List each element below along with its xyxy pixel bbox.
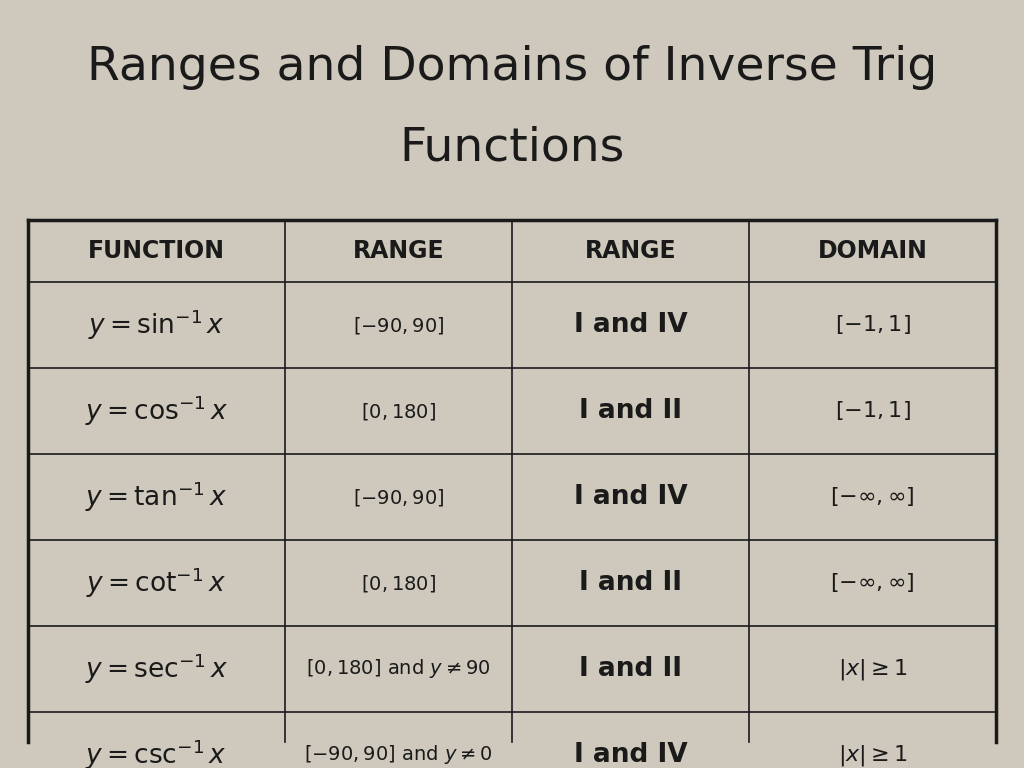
Text: FUNCTION: FUNCTION bbox=[88, 239, 224, 263]
Text: I and II: I and II bbox=[580, 656, 682, 682]
Text: I and IV: I and IV bbox=[573, 484, 687, 510]
Text: $y = \cos^{-1} x$: $y = \cos^{-1} x$ bbox=[85, 394, 228, 429]
Text: I and II: I and II bbox=[580, 570, 682, 596]
Bar bbox=[28, 220, 996, 742]
Text: $y = \sin^{-1} x$: $y = \sin^{-1} x$ bbox=[88, 308, 224, 343]
Text: DOMAIN: DOMAIN bbox=[817, 239, 928, 263]
Text: RANGE: RANGE bbox=[352, 239, 444, 263]
Text: $y = \cot^{-1} x$: $y = \cot^{-1} x$ bbox=[86, 566, 226, 601]
Text: $[-1,1]$: $[-1,1]$ bbox=[835, 399, 910, 422]
Text: $[0,180]$ and $y\neq 90$: $[0,180]$ and $y\neq 90$ bbox=[306, 657, 490, 680]
Text: $[-\infty, \infty]$: $[-\infty, \infty]$ bbox=[830, 571, 914, 594]
Text: $y = \sec^{-1} x$: $y = \sec^{-1} x$ bbox=[85, 652, 228, 687]
Text: $y = \tan^{-1} x$: $y = \tan^{-1} x$ bbox=[85, 480, 227, 515]
Text: Ranges and Domains of Inverse Trig: Ranges and Domains of Inverse Trig bbox=[87, 45, 937, 91]
Text: RANGE: RANGE bbox=[585, 239, 677, 263]
Text: $[-90,90]$ and $y\neq 0$: $[-90,90]$ and $y\neq 0$ bbox=[304, 743, 493, 766]
Text: $|x|\geq 1$: $|x|\geq 1$ bbox=[838, 657, 907, 681]
Text: Functions: Functions bbox=[399, 125, 625, 170]
Text: $|x|\geq 1$: $|x|\geq 1$ bbox=[838, 743, 907, 767]
Text: $y = \csc^{-1} x$: $y = \csc^{-1} x$ bbox=[85, 738, 227, 768]
Text: I and IV: I and IV bbox=[573, 742, 687, 768]
Text: $[-90, 90]$: $[-90, 90]$ bbox=[352, 315, 444, 336]
Text: $[-90, 90]$: $[-90, 90]$ bbox=[352, 486, 444, 508]
Text: I and IV: I and IV bbox=[573, 312, 687, 338]
Text: $[0, 180]$: $[0, 180]$ bbox=[360, 572, 436, 594]
Text: $[0, 180]$: $[0, 180]$ bbox=[360, 400, 436, 422]
Text: I and II: I and II bbox=[580, 398, 682, 424]
Text: $[-1,1]$: $[-1,1]$ bbox=[835, 313, 910, 336]
Text: $[-\infty, \infty]$: $[-\infty, \infty]$ bbox=[830, 485, 914, 508]
